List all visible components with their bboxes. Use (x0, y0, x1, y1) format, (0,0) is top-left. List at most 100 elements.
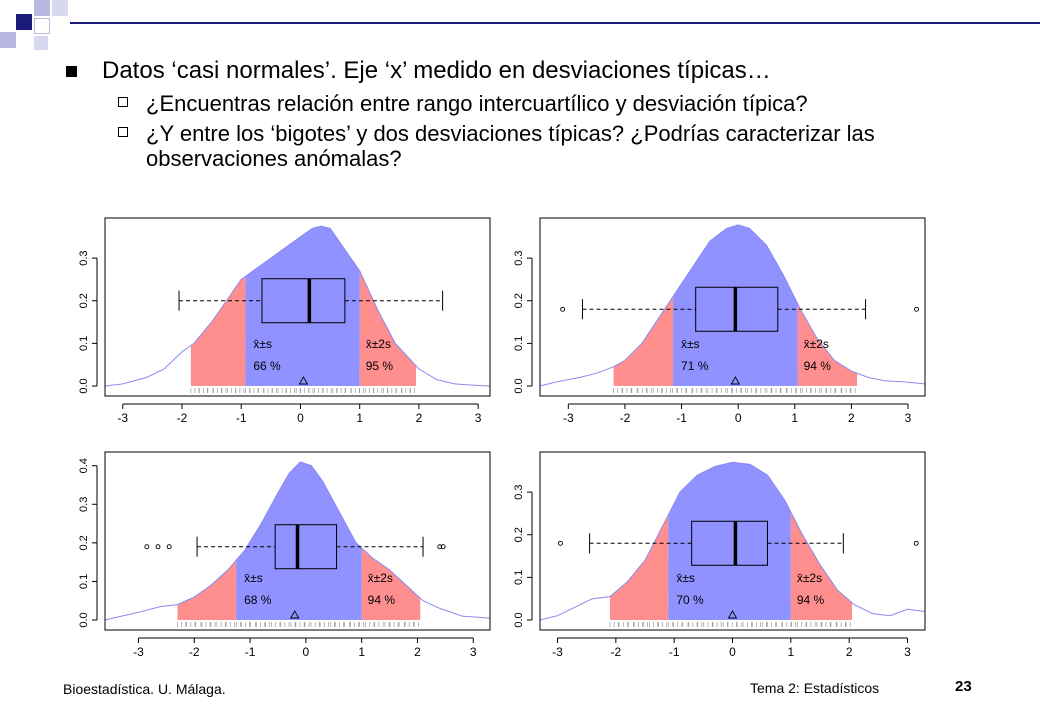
density-curve (104, 461, 491, 621)
y-tick-label: 0.2 (78, 293, 90, 308)
outer-band-left (610, 514, 669, 620)
deco-square (34, 18, 50, 34)
x-tick-label: 3 (905, 411, 912, 425)
outer-band-right (790, 512, 853, 620)
y-tick-label: 0.0 (513, 612, 525, 627)
outer-band-left (177, 560, 237, 620)
y-tick-label: 0.0 (78, 378, 90, 393)
outer-band-label: x̄±2s (368, 571, 393, 585)
outlier-point (440, 544, 446, 550)
y-tick-label: 0.1 (513, 336, 525, 351)
plot-frame (539, 217, 926, 397)
deco-square (34, 36, 48, 50)
inner-band-percent: 70 % (676, 593, 704, 607)
sub-bullet-text: ¿Y entre los ‘bigotes’ y dos desviacione… (146, 121, 875, 171)
chart-panel-4: x̄±s 70 % x̄±2s 94 % -3 -2 -1 0 1 2 3 0.0 0.1 0.2 0.3 (513, 451, 926, 659)
x-tick-label: -2 (610, 645, 621, 659)
inner-band-label: x̄±s (681, 337, 700, 351)
outer-band-percent: 94 % (797, 593, 825, 607)
inner-band (668, 462, 791, 620)
y-tick-label: 0.3 (78, 497, 90, 512)
footer-institution: Bioestadística. U. Málaga. (63, 681, 226, 697)
hollow-square-bullet-icon (118, 127, 128, 137)
deco-line (70, 22, 1040, 24)
plot-frame (104, 217, 491, 397)
x-tick-label: 1 (791, 411, 798, 425)
outlier-point (913, 540, 919, 546)
mean-marker (727, 610, 738, 619)
x-tick-label: 3 (470, 645, 477, 659)
x-tick-label: -3 (563, 411, 574, 425)
x-tick-label: 2 (848, 411, 855, 425)
density-curve (104, 225, 491, 387)
outer-band-label: x̄±2s (804, 337, 829, 351)
x-tick-label: -3 (133, 645, 144, 659)
y-tick-label: 0.1 (78, 336, 90, 351)
x-tick-label: 1 (787, 645, 794, 659)
outlier-point (166, 544, 172, 550)
x-tick-label: 2 (846, 645, 853, 659)
outer-band-percent: 94 % (368, 593, 396, 607)
x-tick-label: 0 (297, 411, 304, 425)
x-tick-label: 0 (735, 411, 742, 425)
x-tick-label: 1 (358, 645, 365, 659)
outlier-point (155, 544, 161, 550)
mean-marker (298, 376, 309, 385)
plot-frame (104, 451, 491, 631)
hollow-square-bullet-icon (118, 97, 128, 107)
y-tick-label: 0.1 (78, 574, 90, 589)
outer-band-percent: 94 % (804, 359, 832, 373)
outlier-point (560, 306, 566, 312)
outlier-point (914, 306, 919, 312)
y-tick-label: 0.3 (513, 250, 525, 265)
x-tick-label: -1 (245, 645, 256, 659)
x-tick-label: -2 (189, 645, 200, 659)
sub-bullet: ¿Y entre los ‘bigotes’ y dos desviacione… (66, 121, 906, 171)
y-tick-label: 0.1 (513, 570, 525, 585)
inner-band-percent: 71 % (681, 359, 709, 373)
chart-panel-1: x̄±s 66 % x̄±2s 95 % -3 -2 -1 0 1 2 3 0.0 0.1 0.2 0.3 (78, 217, 491, 425)
outlier-point (557, 540, 563, 546)
sub-bullet-text: ¿Encuentras relación entre rango intercu… (146, 91, 808, 116)
x-tick-label: 2 (414, 645, 421, 659)
x-tick-label: 0 (303, 645, 310, 659)
outer-band-label: x̄±2s (366, 337, 391, 351)
square-bullet-icon (66, 66, 77, 77)
y-tick-label: 0.2 (513, 527, 525, 542)
outer-band-left (190, 276, 246, 386)
inner-band (245, 226, 360, 386)
page-number: 23 (955, 678, 972, 695)
box-iqr (691, 520, 769, 566)
plot-frame (539, 451, 926, 631)
outer-band-right (361, 548, 421, 620)
x-tick-label: 3 (904, 645, 911, 659)
inner-band-percent: 68 % (244, 593, 272, 607)
sub-bullet: ¿Encuentras relación entre rango intercu… (66, 91, 1026, 116)
density-curve (539, 461, 926, 621)
y-tick-label: 0.3 (78, 250, 90, 265)
inner-band-percent: 66 % (253, 359, 281, 373)
outer-band-label: x̄±2s (797, 571, 822, 585)
y-tick-label: 0.0 (78, 612, 90, 627)
x-tick-label: 1 (356, 411, 363, 425)
x-tick-label: -2 (177, 411, 188, 425)
y-tick-label: 0.2 (78, 535, 90, 550)
box-iqr (261, 278, 346, 324)
main-bullet-text: Datos ‘casi normales’. Eje ‘x’ medido en… (102, 57, 771, 84)
slide-bullets: Datos ‘casi normales’. Eje ‘x’ medido en… (66, 56, 1026, 171)
y-tick-label: 0.2 (513, 293, 525, 308)
x-tick-label: -3 (552, 645, 563, 659)
x-tick-label: -3 (117, 411, 128, 425)
outer-band-percent: 95 % (366, 359, 394, 373)
inner-band-label: x̄±s (253, 337, 272, 351)
footer-topic: Tema 2: Estadísticos (750, 680, 880, 696)
x-tick-label: -1 (236, 411, 247, 425)
x-tick-label: 2 (416, 411, 423, 425)
deco-square (0, 32, 16, 48)
chart-panel-3: x̄±s 68 % x̄±2s 94 % -3 -2 -1 0 1 2 3 0.0 0.1 0.2 0.3 0… (78, 451, 491, 659)
box-iqr (274, 524, 338, 570)
x-tick-label: 0 (729, 645, 736, 659)
y-tick-label: 0.0 (513, 378, 525, 393)
density-curve (539, 224, 926, 387)
